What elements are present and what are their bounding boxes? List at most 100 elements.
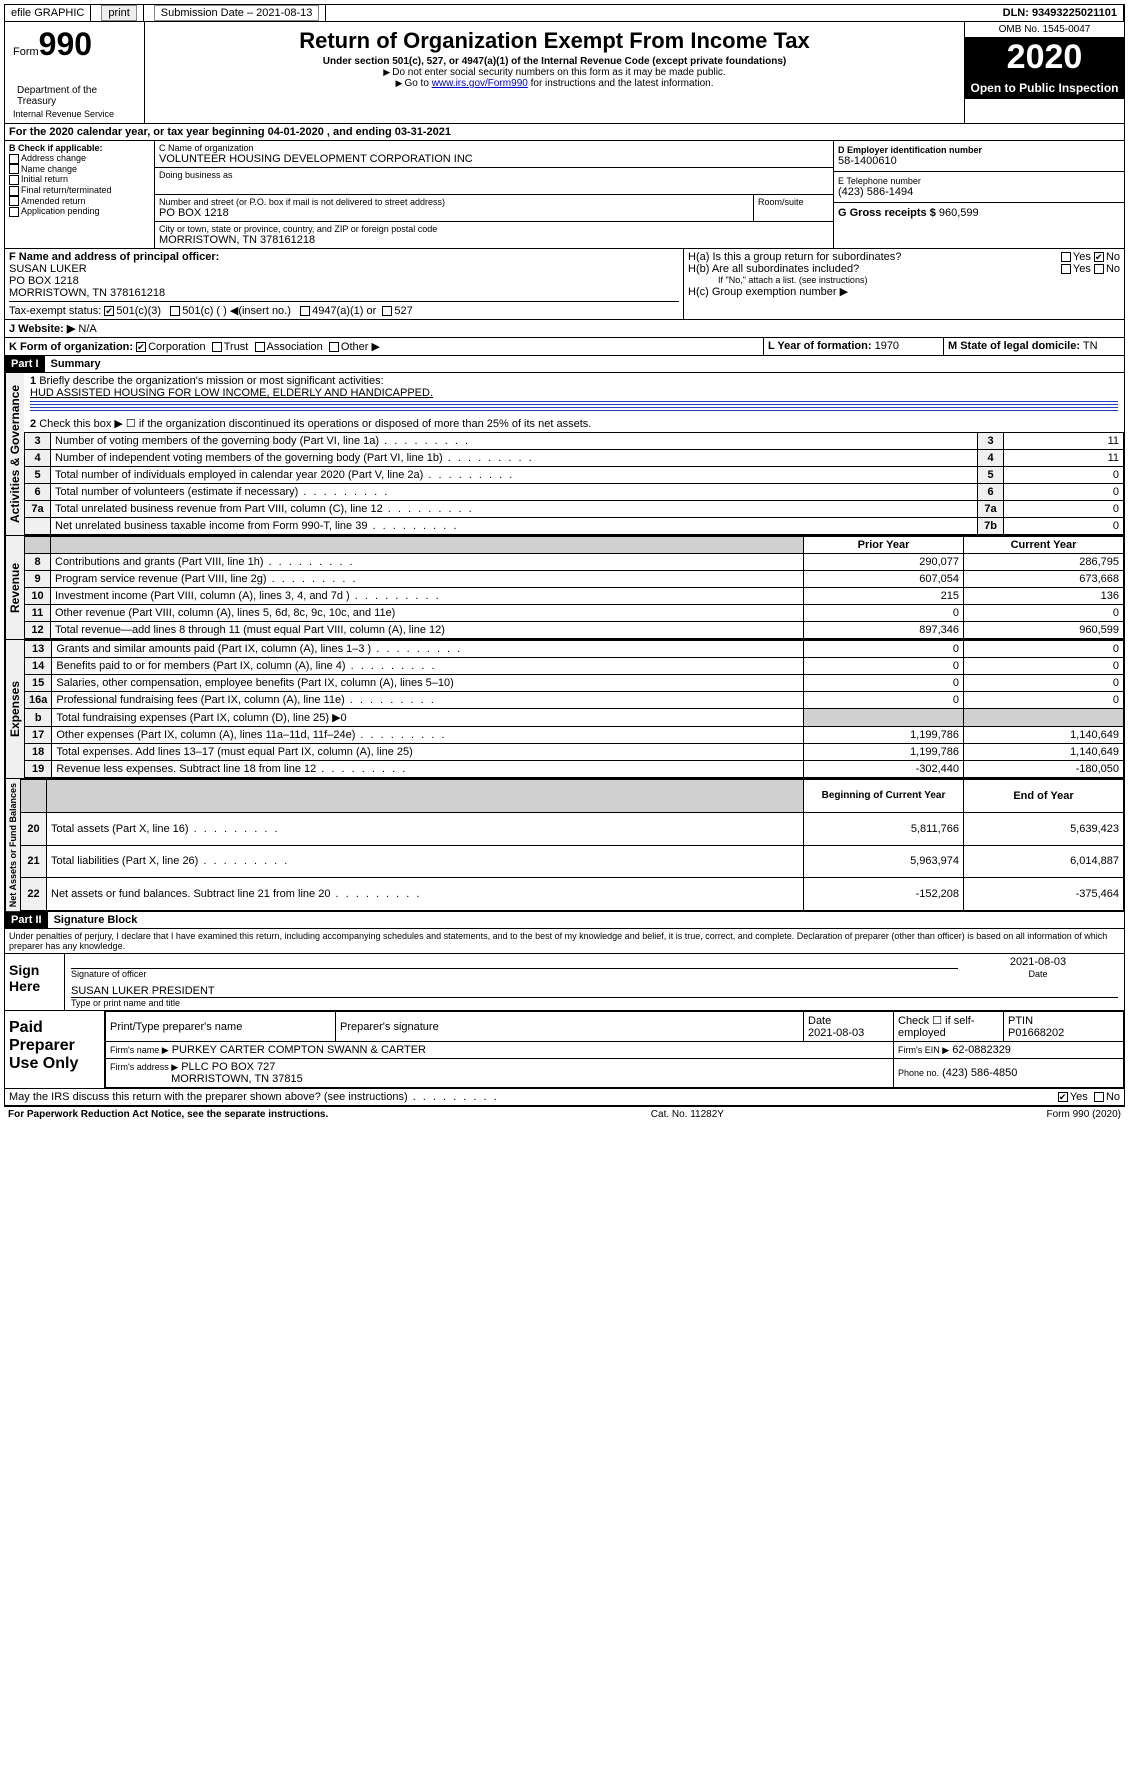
f-officer-label: F Name and address of principal officer: (9, 251, 679, 263)
line1-label: Briefly describe the organization's miss… (39, 375, 383, 387)
governance-table: 3Number of voting members of the governi… (24, 432, 1124, 535)
chk-ha-yes[interactable] (1061, 252, 1071, 262)
submission-date: Submission Date – 2021-08-13 (154, 5, 320, 21)
h-b-label: H(b) Are all subordinates included? (688, 263, 859, 275)
note-ssn: Do not enter social security numbers on … (149, 67, 960, 78)
officer-printed-name: SUSAN LUKER PRESIDENT (71, 985, 1118, 998)
m-label: M State of legal domicile: (948, 340, 1080, 352)
efile-label: efile GRAPHIC (5, 5, 91, 21)
website-value: N/A (78, 323, 96, 335)
chk-corp[interactable] (136, 342, 146, 352)
c-name-label: C Name of organization (159, 143, 829, 153)
chk-ha-no[interactable] (1094, 252, 1104, 262)
chk-address-change[interactable] (9, 154, 19, 164)
chk-initial-return[interactable] (9, 175, 19, 185)
part1-hdr: Part I (5, 356, 45, 372)
chk-501c3[interactable] (104, 306, 114, 316)
h-c-label: H(c) Group exemption number ▶ (688, 285, 1120, 298)
chk-hb-yes[interactable] (1061, 264, 1071, 274)
city-label: City or town, state or province, country… (159, 224, 829, 234)
phone-value: (423) 586-1494 (838, 186, 1120, 198)
chk-name-change[interactable] (9, 164, 19, 174)
h-note: If "No," attach a list. (see instruction… (688, 275, 1120, 285)
officer-addr1: PO BOX 1218 (9, 275, 679, 287)
discuss-question: May the IRS discuss this return with the… (9, 1091, 499, 1103)
print-button[interactable]: print (101, 5, 136, 21)
chk-discuss-no[interactable] (1094, 1092, 1104, 1102)
tax-year: 2020 (965, 38, 1124, 77)
subtitle: Under section 501(c), 527, or 4947(a)(1)… (149, 56, 960, 67)
perjury-text: Under penalties of perjury, I declare th… (5, 929, 1124, 953)
netassets-table: Beginning of Current YearEnd of Year 20T… (20, 779, 1124, 911)
sig-officer-label: Signature of officer (71, 969, 958, 979)
pra-notice: For Paperwork Reduction Act Notice, see … (8, 1109, 328, 1120)
box-b-title: B Check if applicable: (9, 143, 150, 153)
paid-preparer-block: Paid Preparer Use Only Print/Type prepar… (4, 1011, 1125, 1089)
k-label: K Form of organization: (9, 341, 133, 353)
note-goto-pre: Go to (396, 78, 432, 89)
d-ein-label: D Employer identification number (838, 145, 1120, 155)
firm-name: PURKEY CARTER COMPTON SWANN & CARTER (172, 1044, 426, 1056)
firm-ein-label: Firm's EIN ▶ (898, 1045, 949, 1055)
ptin-value: P01668202 (1008, 1027, 1064, 1039)
e-phone-label: E Telephone number (838, 176, 1120, 186)
j-website-label: J Website: ▶ (9, 323, 75, 335)
gross-receipts: 960,599 (939, 207, 979, 219)
chk-4947[interactable] (300, 306, 310, 316)
form-word: Form (13, 46, 39, 58)
dba-label: Doing business as (159, 170, 829, 180)
dept-irs: Internal Revenue Service (13, 109, 136, 119)
prep-date: 2021-08-03 (808, 1027, 864, 1039)
part2-title: Signature Block (48, 912, 144, 928)
revenue-table: Prior YearCurrent Year 8Contributions an… (24, 536, 1124, 639)
tab-governance: Activities & Governance (5, 373, 24, 535)
chk-amended[interactable] (9, 196, 19, 206)
cat-no: Cat. No. 11282Y (651, 1109, 724, 1120)
part1-title: Summary (45, 356, 107, 372)
omb-number: OMB No. 1545-0047 (965, 22, 1124, 38)
firm-addr2: MORRISTOWN, TN 37815 (171, 1073, 303, 1085)
firm-addr1: PLLC PO BOX 727 (181, 1061, 275, 1073)
sig-date: 2021-08-03 (1010, 956, 1066, 968)
chk-final-return[interactable] (9, 186, 19, 196)
prep-sig-hdr: Preparer's signature (336, 1012, 804, 1042)
officer-addr2: MORRISTOWN, TN 378161218 (9, 287, 679, 299)
org-name: VOLUNTEER HOUSING DEVELOPMENT CORPORATIO… (159, 153, 829, 165)
form-title: Return of Organization Exempt From Incom… (149, 28, 960, 54)
name-title-label: Type or print name and title (71, 998, 1118, 1008)
chk-hb-no[interactable] (1094, 264, 1104, 274)
officer-name: SUSAN LUKER (9, 263, 679, 275)
dept-treasury: Department of the Treasury (13, 83, 136, 109)
chk-discuss-yes[interactable] (1058, 1092, 1068, 1102)
firm-name-label: Firm's name ▶ (110, 1045, 169, 1055)
chk-501c[interactable] (170, 306, 180, 316)
paid-preparer-label: Paid Preparer Use Only (5, 1011, 105, 1088)
form-number: 990 (39, 26, 92, 62)
tab-netassets: Net Assets or Fund Balances (5, 779, 20, 911)
form990-link[interactable]: www.irs.gov/Form990 (432, 78, 528, 89)
tab-revenue: Revenue (5, 536, 24, 639)
firm-ein: 62-0882329 (952, 1044, 1011, 1056)
mission-text: HUD ASSISTED HOUSING FOR LOW INCOME, ELD… (30, 387, 433, 399)
chk-assoc[interactable] (255, 342, 265, 352)
taxexempt-label: Tax-exempt status: (9, 305, 101, 317)
city-state-zip: MORRISTOWN, TN 378161218 (159, 234, 829, 246)
topbar: efile GRAPHIC print Submission Date – 20… (4, 4, 1125, 22)
firm-phone: (423) 586-4850 (942, 1067, 1017, 1079)
part2-hdr: Part II (5, 912, 48, 928)
section-fh: F Name and address of principal officer:… (4, 249, 1125, 320)
state-domicile: TN (1083, 340, 1098, 352)
chk-527[interactable] (382, 306, 392, 316)
sign-here-label: Sign Here (5, 954, 65, 1010)
room-suite-label: Room/suite (753, 195, 833, 221)
form-ref: Form 990 (2020) (1047, 1109, 1121, 1120)
g-gross-label: G Gross receipts $ (838, 207, 936, 219)
prep-name-hdr: Print/Type preparer's name (106, 1012, 336, 1042)
self-employed: Check ☐ if self-employed (894, 1012, 1004, 1042)
chk-app-pending[interactable] (9, 207, 19, 217)
chk-other[interactable] (329, 342, 339, 352)
dln: DLN: 93493225021101 (997, 5, 1124, 21)
chk-trust[interactable] (212, 342, 222, 352)
section-bcdeg: B Check if applicable: Address change Na… (4, 141, 1125, 249)
prep-date-hdr: Date (808, 1015, 831, 1027)
